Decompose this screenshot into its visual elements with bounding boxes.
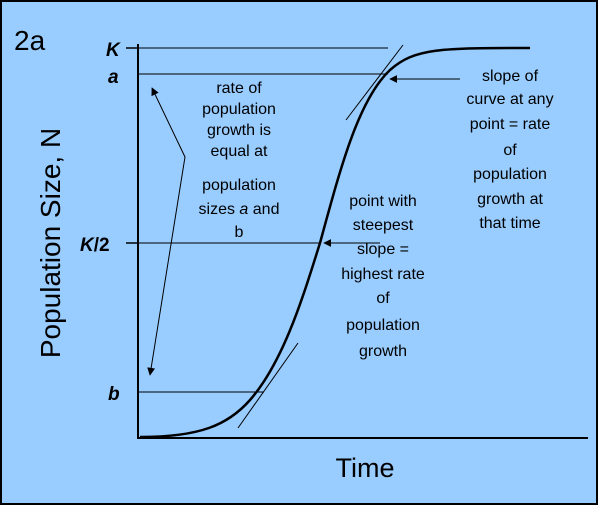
tick-label-b: b — [108, 384, 120, 405]
annotation-line: equal at — [211, 143, 268, 160]
annotation-line: curve at any — [466, 91, 553, 108]
annotation-equal-rate: rate of population growth is equal at po… — [199, 80, 280, 241]
annotation-line: growth at — [477, 191, 543, 208]
annotation-line: sizes a and — [199, 201, 280, 218]
tick-label-k-half: K/2 — [80, 235, 110, 256]
equal-rate-double-arrow — [147, 87, 186, 376]
annotation-line: growth is — [207, 122, 271, 139]
annotation-line: slope of — [482, 68, 539, 85]
annotation-line: population — [202, 101, 276, 118]
annotation-line: b — [235, 224, 244, 241]
annotation-line: population — [202, 177, 276, 194]
annotation-line: steepest — [353, 217, 414, 234]
annotation-line: point with — [349, 193, 417, 210]
panel-label: 2a — [14, 25, 46, 56]
annotation-line: slope = — [357, 241, 409, 258]
y-axis-label: Population Size, N — [35, 128, 66, 358]
annotation-line: growth — [359, 343, 407, 360]
x-axis-label: Time — [336, 453, 395, 483]
annotation-line: that time — [479, 215, 540, 232]
tick-label-a: a — [108, 67, 119, 88]
annotation-line: of — [503, 142, 517, 159]
annotation-line: point = rate — [470, 116, 551, 133]
annotation-line: of — [376, 290, 390, 307]
tangent-line-b — [237, 342, 299, 429]
tick-label-k: K — [106, 40, 121, 61]
annotation-line: population — [473, 166, 547, 183]
annotation-slope: slope of curve at any point = rate of po… — [466, 68, 553, 232]
annotation-line: rate of — [216, 80, 262, 97]
annotation-line: population — [346, 317, 420, 334]
tangent-line-a — [345, 44, 404, 121]
logistic-curve — [139, 46, 531, 439]
annotation-line: highest rate — [341, 266, 425, 283]
annotation-steepest: point with steepest slope = highest rate… — [341, 193, 425, 360]
